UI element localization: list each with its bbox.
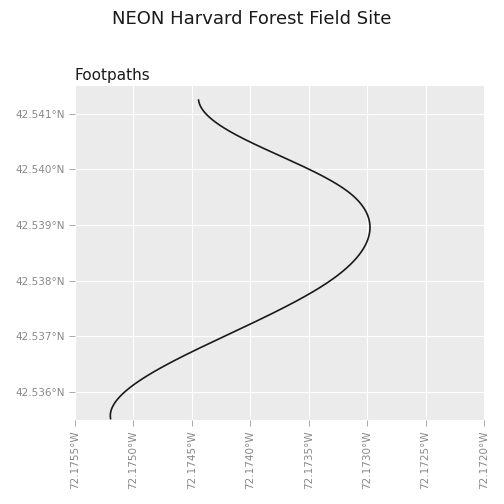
Text: NEON Harvard Forest Field Site: NEON Harvard Forest Field Site xyxy=(112,10,392,28)
Text: Footpaths: Footpaths xyxy=(75,68,151,83)
